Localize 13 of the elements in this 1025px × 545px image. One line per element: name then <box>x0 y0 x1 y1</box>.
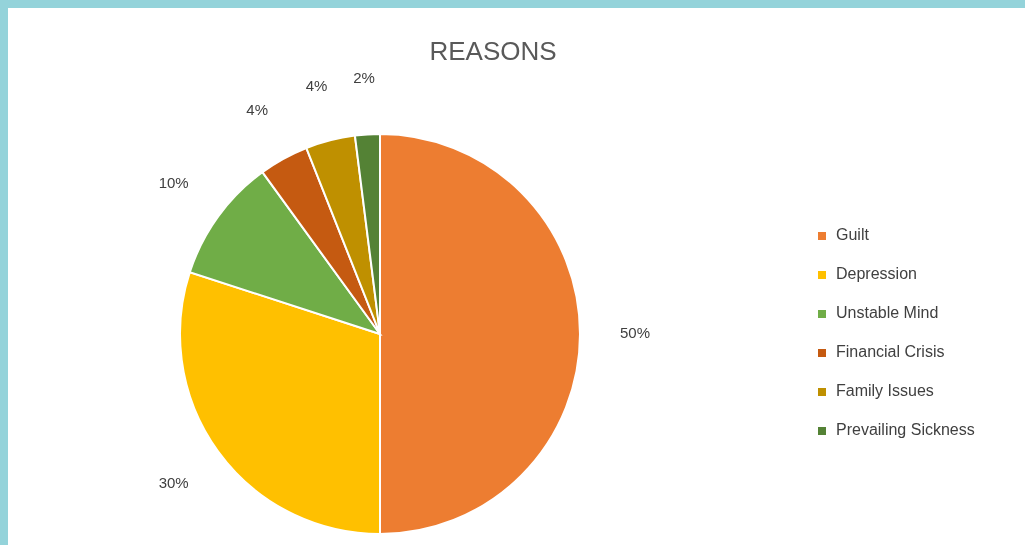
legend-label: Financial Crisis <box>836 343 945 361</box>
legend-label: Prevailing Sickness <box>836 421 975 439</box>
legend-label: Guilt <box>836 226 870 244</box>
data-label: 30% <box>158 473 189 491</box>
data-label: 4% <box>305 76 328 94</box>
data-label: 2% <box>353 69 375 87</box>
data-label: 10% <box>158 174 189 192</box>
data-label: 50% <box>619 323 651 341</box>
legend-label: Depression <box>836 265 917 283</box>
data-label: 4% <box>246 100 268 118</box>
legend-label: Family Issues <box>836 382 934 400</box>
chart-title: REASONS <box>429 36 557 66</box>
legend-label: Unstable Mind <box>836 304 939 322</box>
